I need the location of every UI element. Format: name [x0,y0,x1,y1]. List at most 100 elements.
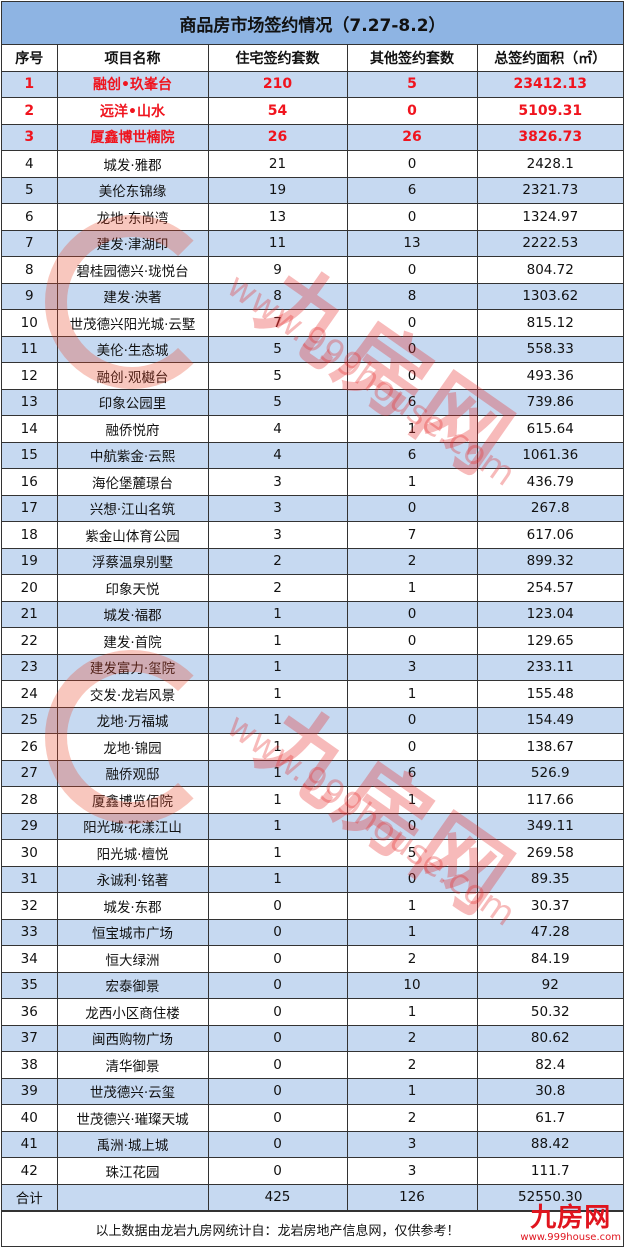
cell-residential: 3 [207,468,348,496]
cell-other: 1 [346,680,478,708]
table-row: 13 印象公园里 5 6 739.86 [2,388,623,416]
table-row: 12 融创·观樾台 5 0 493.36 [2,362,623,390]
table-row: 8 碧桂园德兴·珑悦台 9 0 804.72 [2,256,623,284]
cell-other: 0 [346,256,478,284]
cell-project: 融侨观邸 [56,759,209,787]
header-project: 项目名称 [56,45,209,72]
cell-project: 海伦堡麓璟台 [56,468,209,496]
cell-index: 35 [2,971,58,999]
cell-other: 1 [346,415,478,443]
cell-project: 龙地·锦园 [56,733,209,761]
brand-logo: 九房网 www.999house.com [520,1204,621,1243]
table-row: 30 阳光城·檀悦 1 5 269.58 [2,839,623,867]
cell-area: 84.19 [476,945,623,973]
cell-other: 13 [346,229,478,257]
total-label: 合计 [2,1183,58,1211]
brand-logo-text: 九房网 [530,1203,612,1233]
cell-residential: 0 [207,1130,348,1158]
table-row: 22 建发·首院 1 0 129.65 [2,627,623,655]
cell-residential: 1 [207,865,348,893]
cell-index: 29 [2,812,58,840]
cell-area: 88.42 [476,1130,623,1158]
cell-residential: 11 [207,229,348,257]
cell-project: 永诚利·铭著 [56,865,209,893]
cell-other: 1 [346,1077,478,1105]
cell-area: 615.64 [476,415,623,443]
cell-other: 0 [346,706,478,734]
cell-residential: 0 [207,1051,348,1079]
cell-area: 2222.53 [476,229,623,257]
cell-project: 城发·福郡 [56,600,209,628]
cell-residential: 9 [207,256,348,284]
table-row: 40 世茂德兴·璀璨天城 0 2 61.7 [2,1104,623,1132]
cell-residential: 210 [207,70,348,98]
table-row: 35 宏泰御景 0 10 92 [2,971,623,999]
cell-other: 0 [346,335,478,363]
cell-residential: 54 [207,97,348,125]
table-row: 7 建发·津湖印 11 13 2222.53 [2,229,623,257]
cell-other: 6 [346,388,478,416]
cell-other: 0 [346,150,478,178]
cell-residential: 2 [207,547,348,575]
cell-project: 闽西购物广场 [56,1024,209,1052]
table-row: 29 阳光城·花漾江山 1 0 349.11 [2,812,623,840]
cell-residential: 13 [207,203,348,231]
cell-area: 155.48 [476,680,623,708]
cell-project: 恒宝城市广场 [56,918,209,946]
table-row: 38 清华御景 0 2 82.4 [2,1051,623,1079]
cell-other: 6 [346,441,478,469]
cell-area: 30.37 [476,892,623,920]
cell-other: 6 [346,176,478,204]
cell-residential: 8 [207,282,348,310]
cell-index: 7 [2,229,58,257]
cell-other: 2 [346,1024,478,1052]
table-row: 11 美伦·生态城 5 0 558.33 [2,335,623,363]
cell-area: 154.49 [476,706,623,734]
cell-index: 37 [2,1024,58,1052]
table-row: 33 恒宝城市广场 0 1 47.28 [2,918,623,946]
cell-project: 兴想·江山名筑 [56,494,209,522]
table-row: 42 珠江花园 0 3 111.7 [2,1157,623,1185]
cell-area: 111.7 [476,1157,623,1185]
cell-other: 0 [346,309,478,337]
cell-index: 25 [2,706,58,734]
table-row: 39 世茂德兴·云玺 0 1 30.8 [2,1077,623,1105]
cell-residential: 4 [207,415,348,443]
cell-residential: 3 [207,521,348,549]
cell-area: 269.58 [476,839,623,867]
source-note: 以上数据由龙岩九房网统计自：龙岩房地产信息网，仅供参考！ [2,1211,623,1246]
table-row: 37 闽西购物广场 0 2 80.62 [2,1024,623,1052]
cell-other: 0 [346,600,478,628]
cell-residential: 1 [207,786,348,814]
table-row: 18 紫金山体育公园 3 7 617.06 [2,521,623,549]
cell-residential: 0 [207,918,348,946]
cell-other: 1 [346,786,478,814]
cell-project: 世茂德兴阳光城·云墅 [56,309,209,337]
cell-index: 11 [2,335,58,363]
cell-other: 7 [346,521,478,549]
table-row: 16 海伦堡麓璟台 3 1 436.79 [2,468,623,496]
table-row: 32 城发·东郡 0 1 30.37 [2,892,623,920]
cell-index: 21 [2,600,58,628]
cell-residential: 0 [207,998,348,1026]
header-area: 总签约面积（㎡） [476,45,623,72]
cell-area: 349.11 [476,812,623,840]
cell-project: 城发·雅郡 [56,150,209,178]
header-other: 其他签约套数 [346,45,478,72]
cell-residential: 1 [207,839,348,867]
cell-residential: 1 [207,680,348,708]
cell-index: 40 [2,1104,58,1132]
cell-other: 0 [346,97,478,125]
cell-index: 28 [2,786,58,814]
table-row: 15 中航紫金·云熙 4 6 1061.36 [2,441,623,469]
table-row: 31 永诚利·铭著 1 0 89.35 [2,865,623,893]
cell-other: 8 [346,282,478,310]
cell-residential: 0 [207,971,348,999]
cell-project: 恒大绿洲 [56,945,209,973]
cell-other: 3 [346,653,478,681]
cell-area: 2428.1 [476,150,623,178]
cell-area: 739.86 [476,388,623,416]
total-area: 52550.30 [476,1183,623,1211]
cell-area: 1303.62 [476,282,623,310]
cell-area: 2321.73 [476,176,623,204]
